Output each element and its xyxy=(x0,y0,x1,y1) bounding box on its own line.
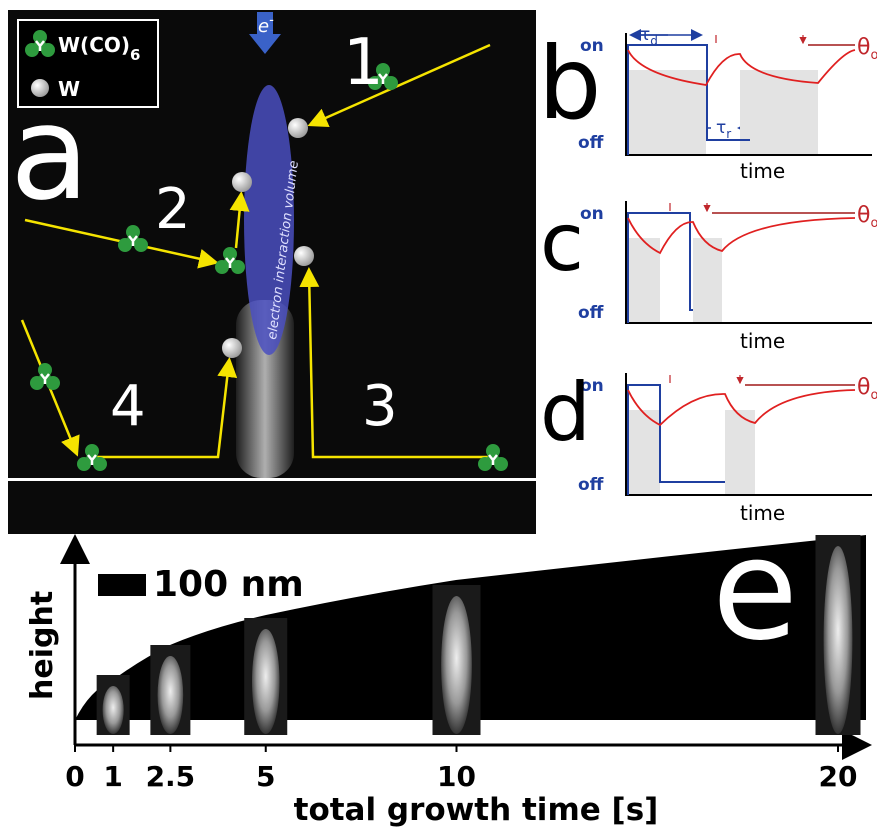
axes xyxy=(625,201,872,324)
off-label: off xyxy=(578,475,604,495)
theta-sub: o xyxy=(870,216,877,231)
x-tick-label: 10 xyxy=(437,760,476,793)
theta-sub: o xyxy=(870,388,877,403)
beam-signal xyxy=(627,44,750,155)
pillar xyxy=(157,656,184,734)
beam-signal xyxy=(627,212,693,323)
theta-sub: o xyxy=(870,48,877,63)
timing-panel: θo on off time c xyxy=(540,196,877,353)
beam-signal xyxy=(627,384,725,495)
panel-a: electron interaction volume e- 1 2 3 4 a… xyxy=(8,10,536,534)
theta-label: θo xyxy=(857,35,877,63)
step-label: 2 xyxy=(155,177,191,242)
panel-label: d xyxy=(540,366,591,459)
dose-interval xyxy=(628,238,660,323)
scale-bar xyxy=(98,574,146,596)
timing-panel: θo on off time d xyxy=(540,366,877,525)
step-label: 1 xyxy=(343,26,384,100)
tau-r: τr xyxy=(716,118,731,141)
off-label: off xyxy=(578,303,604,323)
legend-label: W xyxy=(58,77,80,101)
legend-atom xyxy=(31,79,49,97)
theta: θ xyxy=(857,35,870,60)
theta: θ xyxy=(857,375,870,400)
coverage xyxy=(627,217,856,255)
step-label: 3 xyxy=(362,374,398,439)
on-label: on xyxy=(580,36,604,56)
axes xyxy=(625,373,872,496)
coverage-arrows xyxy=(669,375,740,383)
time-label: time xyxy=(740,329,785,353)
deposit xyxy=(236,300,294,478)
theta-label: θo xyxy=(857,375,877,403)
on-label: on xyxy=(580,204,604,224)
time-label: time xyxy=(740,501,785,525)
dose-interval xyxy=(725,410,755,495)
off-label: off xyxy=(578,133,604,153)
dose-interval xyxy=(740,70,818,155)
panel-label: b xyxy=(538,25,601,142)
x-tick-label: 1 xyxy=(103,760,122,793)
interaction-volume xyxy=(244,85,294,355)
dose-interval xyxy=(628,70,706,155)
coverage xyxy=(627,49,856,86)
dose-interval xyxy=(628,410,660,495)
step-label: 4 xyxy=(110,374,146,439)
theta: θ xyxy=(857,203,870,228)
pillar xyxy=(102,686,124,734)
timing-panel: θo on off time b xyxy=(538,25,877,183)
scale-bar-label: 100 nm xyxy=(153,564,304,605)
substrate-line xyxy=(8,478,536,481)
panel-label: e xyxy=(712,509,798,672)
time-label: time xyxy=(740,159,785,183)
x-tick-label: 20 xyxy=(819,760,858,793)
theta-label: θo xyxy=(857,203,877,231)
w-atoms xyxy=(222,118,314,358)
legend-label: W(CO)6 xyxy=(58,33,140,64)
coverage xyxy=(627,389,856,427)
pillar xyxy=(251,629,280,734)
coverage-arrows xyxy=(669,203,707,211)
y-axis-label: height xyxy=(25,591,60,700)
coverage-arrows xyxy=(715,35,803,43)
pillar xyxy=(441,596,472,734)
x-tick-label: 2.5 xyxy=(146,760,196,793)
x-axis-label: total growth time [s] xyxy=(294,792,659,828)
on-label: on xyxy=(580,376,604,396)
beam-arrow xyxy=(249,12,281,54)
dose-interval xyxy=(693,238,722,323)
timing-panels: τd τr θoonofftimebθoonofftimecθoonofftim… xyxy=(538,25,877,525)
panel-label: c xyxy=(540,196,584,289)
axes xyxy=(625,33,872,156)
pillar xyxy=(823,546,853,734)
x-tick-label: 5 xyxy=(256,760,275,793)
beam-label: e- xyxy=(258,13,274,37)
x-tick-label: 0 xyxy=(65,760,84,793)
